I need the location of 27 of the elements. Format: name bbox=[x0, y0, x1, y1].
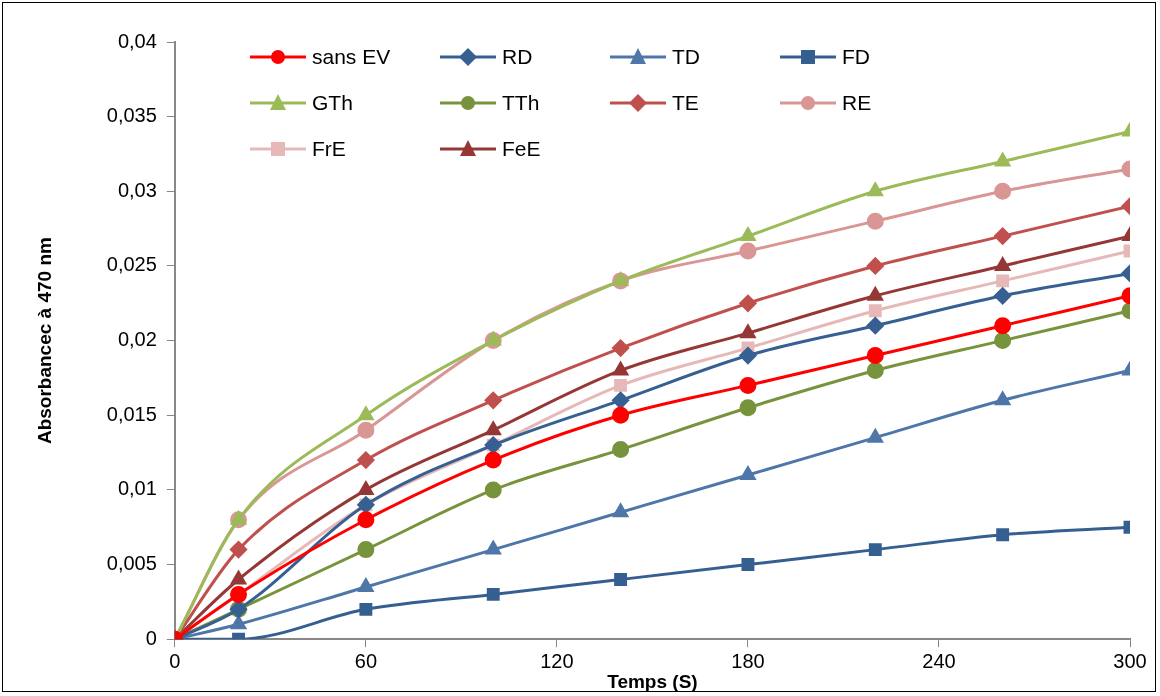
y-tick-label: 0,01 bbox=[117, 477, 157, 500]
y-tick-label: 0,025 bbox=[106, 253, 157, 276]
legend-label: FeE bbox=[502, 137, 541, 161]
x-tick-label: 300 bbox=[1113, 649, 1147, 672]
legend-label: RE bbox=[842, 91, 872, 115]
x-tick-label: 120 bbox=[540, 649, 574, 672]
legend-label: TD bbox=[672, 45, 700, 69]
legend-label: FrE bbox=[312, 137, 346, 161]
y-tick-label: 0,035 bbox=[106, 104, 157, 127]
y-tick-label: 0,015 bbox=[106, 402, 157, 425]
legend-label: FD bbox=[842, 45, 870, 69]
y-tick-label: 0,02 bbox=[117, 328, 157, 351]
y-axis-title: Absorbancec à 470 nm bbox=[33, 237, 55, 445]
legend-label: RD bbox=[502, 45, 533, 69]
y-tick-label: 0,005 bbox=[106, 552, 157, 575]
x-axis-title: Temps (S) bbox=[607, 670, 698, 692]
y-tick-label: 0,04 bbox=[117, 29, 157, 52]
x-tick-label: 0 bbox=[169, 649, 181, 672]
y-tick-label: 0 bbox=[145, 626, 157, 649]
legend-label: TTh bbox=[502, 91, 540, 115]
x-tick-label: 240 bbox=[922, 649, 956, 672]
x-tick-label: 180 bbox=[731, 649, 765, 672]
y-tick-label: 0,03 bbox=[117, 178, 157, 201]
legend-label: sans EV bbox=[312, 45, 391, 69]
x-tick-label: 60 bbox=[354, 649, 377, 672]
legend-label: GTh bbox=[312, 91, 353, 115]
legend-label: TE bbox=[672, 91, 699, 115]
